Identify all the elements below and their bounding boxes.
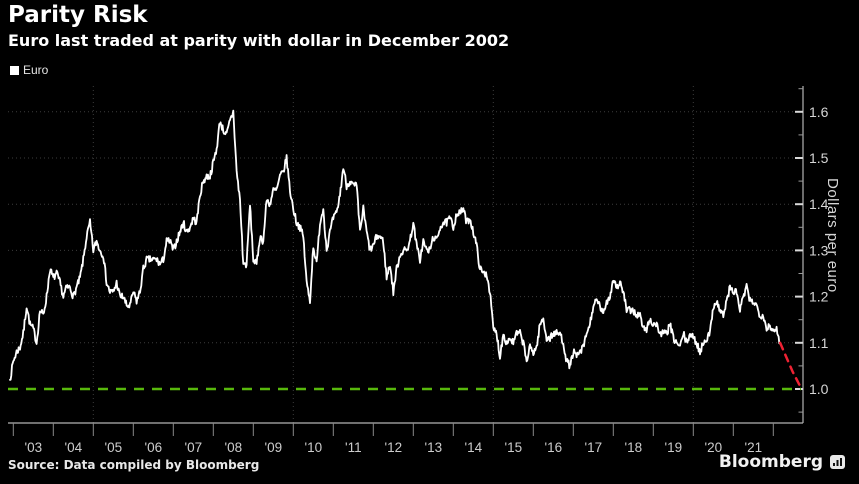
y-tick-label: 1.5 xyxy=(809,150,829,166)
x-tick-label: '17 xyxy=(585,440,603,455)
source-note: Source: Data compiled by Bloomberg xyxy=(8,458,260,472)
x-tick-label: '10 xyxy=(305,440,323,455)
y-tick-label: 1.3 xyxy=(809,242,829,258)
x-tick-label: '14 xyxy=(465,440,483,455)
x-tick-label: '13 xyxy=(425,440,443,455)
x-tick-label: '15 xyxy=(505,440,523,455)
chart-subtitle: Euro last traded at parity with dollar i… xyxy=(8,31,510,50)
x-tick-label: '18 xyxy=(625,440,643,455)
x-tick-label: '16 xyxy=(545,440,563,455)
y-tick-label: 1.2 xyxy=(809,289,829,305)
y-tick-label: 1.0 xyxy=(809,381,829,397)
x-tick-label: '11 xyxy=(345,440,362,455)
parity-projection-line xyxy=(778,341,803,390)
x-tick-label: '12 xyxy=(385,440,403,455)
bloomberg-chart-icon xyxy=(830,455,845,469)
bloomberg-logo: Bloomberg xyxy=(719,452,845,472)
page-title: Parity Risk xyxy=(8,2,148,28)
x-tick-label: '07 xyxy=(185,440,203,455)
x-tick-label: '20 xyxy=(705,440,723,455)
x-tick-label: '08 xyxy=(225,440,243,455)
legend: Euro xyxy=(10,63,48,77)
y-tick-label: 1.1 xyxy=(809,335,829,351)
legend-label: Euro xyxy=(23,63,49,77)
x-tick-label: '09 xyxy=(265,440,283,455)
x-tick-label: '06 xyxy=(145,440,163,455)
y-axis-title: Dollars per euro xyxy=(824,178,841,293)
legend-swatch-icon xyxy=(10,65,19,75)
y-tick-label: 1.6 xyxy=(809,104,829,120)
x-tick-label: '21 xyxy=(745,440,763,455)
x-tick-label: '03 xyxy=(25,440,43,455)
y-tick-label: 1.4 xyxy=(809,196,829,212)
x-tick-label: '04 xyxy=(65,440,83,455)
x-tick-label: '05 xyxy=(105,440,123,455)
euro-series-line xyxy=(9,109,781,381)
x-tick-label: '19 xyxy=(665,440,683,455)
bloomberg-wordmark: Bloomberg xyxy=(718,452,823,472)
